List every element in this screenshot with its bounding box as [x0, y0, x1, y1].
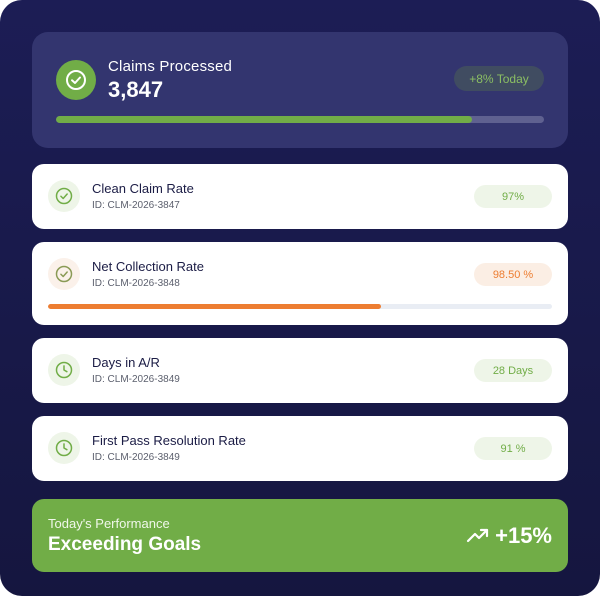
claims-progress-fill — [56, 116, 472, 123]
trending-up-icon — [466, 524, 490, 548]
metric-card-clean-claim-rate[interactable]: Clean Claim Rate ID: CLM-2026-3847 97% — [32, 164, 568, 229]
metric-value-badge: 28 Days — [474, 359, 552, 382]
net-collection-progress-fill — [48, 304, 381, 309]
clock-icon — [48, 432, 80, 464]
metric-value-badge: 98.50 % — [474, 263, 552, 286]
claims-processed-card: Claims Processed 3,847 +8% Today — [32, 32, 568, 148]
performance-headline: Exceeding Goals — [48, 534, 202, 555]
metric-card-net-collection-rate[interactable]: Net Collection Rate ID: CLM-2026-3848 98… — [32, 242, 568, 325]
metric-id: ID: CLM-2026-3848 — [92, 278, 180, 289]
metric-name: Clean Claim Rate — [92, 181, 194, 196]
metric-card-days-in-ar[interactable]: Days in A/R ID: CLM-2026-3849 28 Days — [32, 338, 568, 403]
net-collection-progress-bar — [48, 304, 552, 309]
claims-processed-count: 3,847 — [108, 77, 164, 102]
check-circle-icon — [48, 180, 80, 212]
claims-processed-title: Claims Processed — [108, 58, 233, 75]
check-circle-icon — [56, 60, 96, 100]
clock-icon — [48, 354, 80, 386]
performance-change: +15% — [466, 523, 552, 549]
daily-change-badge: +8% Today — [454, 66, 544, 91]
performance-label: Today's Performance — [48, 516, 170, 531]
metric-id: ID: CLM-2026-3849 — [92, 374, 180, 385]
check-circle-icon — [48, 258, 80, 290]
metric-value-badge: 97% — [474, 185, 552, 208]
metric-id: ID: CLM-2026-3849 — [92, 452, 180, 463]
claims-progress-bar — [56, 116, 544, 123]
metric-name: Net Collection Rate — [92, 259, 204, 274]
metric-name: First Pass Resolution Rate — [92, 433, 246, 448]
metric-value-badge: 91 % — [474, 437, 552, 460]
metric-card-first-pass-resolution-rate[interactable]: First Pass Resolution Rate ID: CLM-2026-… — [32, 416, 568, 481]
metric-name: Days in A/R — [92, 355, 160, 370]
performance-change-value: +15% — [495, 523, 552, 548]
metric-id: ID: CLM-2026-3847 — [92, 200, 180, 211]
performance-banner: Today's Performance Exceeding Goals +15% — [32, 499, 568, 572]
